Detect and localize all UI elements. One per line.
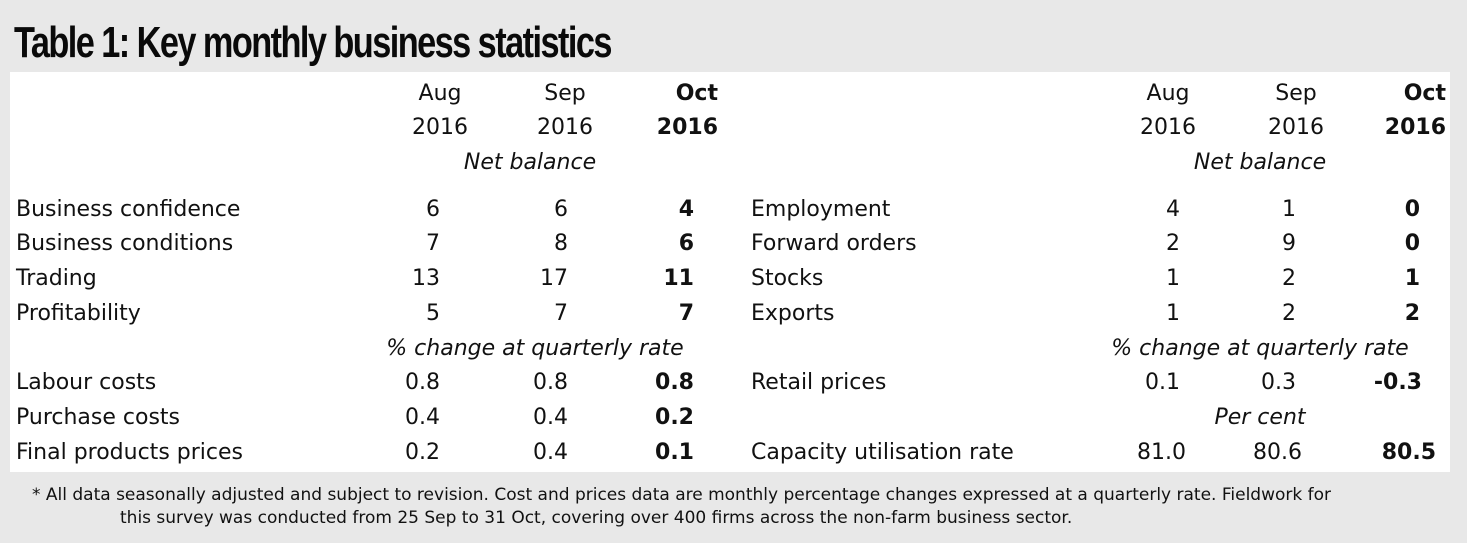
left-header-year-sep: 2016: [537, 115, 593, 140]
row-value-oct: 80.5: [1381, 440, 1436, 465]
row-label: Stocks: [751, 266, 824, 291]
row-value-aug: 7: [426, 231, 440, 256]
row-label: Retail prices: [751, 370, 887, 395]
table-title: Table 1: Key monthly business statistics: [14, 18, 612, 67]
row-value-sep: 8: [554, 231, 568, 256]
row-label: Trading: [16, 266, 97, 291]
right-header-year-sep: 2016: [1268, 115, 1324, 140]
left-header-month-oct: Oct: [675, 81, 718, 106]
statistics-table: Aug 2016 Sep 2016 Oct 2016 Net balance B…: [10, 72, 1450, 472]
row-value-sep: 0.4: [533, 405, 568, 430]
row-value-oct: 2: [1404, 301, 1420, 326]
row-value-aug: 0.4: [405, 405, 440, 430]
row-value-sep: 2: [1282, 266, 1296, 291]
footnote: * All data seasonally adjusted and subje…: [32, 484, 1442, 530]
left-section-quarterly-rate: % change at quarterly rate: [386, 336, 684, 361]
right-header-month-sep: Sep: [1275, 81, 1317, 106]
left-header-month-aug: Aug: [418, 81, 462, 106]
row-value-aug: 0.1: [1145, 370, 1180, 395]
row-value-sep: 7: [554, 301, 568, 326]
left-header-month-sep: Sep: [544, 81, 586, 106]
left-section-net-balance: Net balance: [463, 150, 597, 175]
row-value-sep: 0.3: [1261, 370, 1296, 395]
right-header-month-aug: Aug: [1146, 81, 1190, 106]
row-value-sep: 0.4: [533, 440, 568, 465]
row-value-oct: 4: [678, 197, 694, 222]
row-value-oct: 0: [1404, 197, 1420, 222]
row-value-aug: 5: [426, 301, 440, 326]
row-value-aug: 2: [1166, 231, 1180, 256]
right-section-net-balance: Net balance: [1193, 150, 1327, 175]
row-value-aug: 13: [412, 266, 440, 291]
row-value-oct: 7: [678, 301, 694, 326]
row-value-oct: 1: [1404, 266, 1420, 291]
row-value-oct: -0.3: [1373, 370, 1422, 395]
row-value-oct: 0.8: [655, 370, 694, 395]
footnote-line-1: * All data seasonally adjusted and subje…: [32, 485, 1331, 505]
left-header-year-aug: 2016: [412, 115, 468, 140]
right-header-month-oct: Oct: [1403, 81, 1446, 106]
row-label: Business confidence: [16, 197, 241, 222]
row-label: Purchase costs: [16, 405, 181, 430]
row-value-oct: 6: [678, 231, 694, 256]
row-label: Forward orders: [751, 231, 917, 256]
right-section-quarterly-rate: % change at quarterly rate: [1111, 336, 1409, 361]
right-section-per-cent: Per cent: [1214, 405, 1306, 430]
row-value-sep: 17: [540, 266, 568, 291]
row-value-oct: 0.2: [655, 405, 694, 430]
row-label: Exports: [751, 301, 835, 326]
row-value-oct: 11: [663, 266, 694, 291]
row-value-sep: 6: [554, 197, 568, 222]
row-value-sep: 2: [1282, 301, 1296, 326]
row-label: Labour costs: [16, 370, 157, 395]
right-header-year-aug: 2016: [1140, 115, 1196, 140]
row-value-aug: 1: [1166, 301, 1180, 326]
row-value-aug: 6: [426, 197, 440, 222]
row-label: Business conditions: [16, 231, 234, 256]
footnote-line-2: this survey was conducted from 25 Sep to…: [120, 508, 1073, 528]
row-value-aug: 0.2: [405, 440, 440, 465]
left-header-year-oct: 2016: [656, 115, 718, 140]
row-value-oct: 0.1: [655, 440, 694, 465]
right-header-year-oct: 2016: [1384, 115, 1446, 140]
row-value-sep: 1: [1282, 197, 1296, 222]
row-label: Capacity utilisation rate: [751, 440, 1014, 465]
row-value-aug: 81.0: [1137, 440, 1186, 465]
row-label: Employment: [751, 197, 891, 222]
row-label: Profitability: [16, 301, 141, 326]
row-value-sep: 80.6: [1253, 440, 1302, 465]
row-value-aug: 4: [1166, 197, 1180, 222]
row-value-sep: 0.8: [533, 370, 568, 395]
row-value-sep: 9: [1282, 231, 1296, 256]
row-value-oct: 0: [1404, 231, 1420, 256]
row-value-aug: 1: [1166, 266, 1180, 291]
row-value-aug: 0.8: [405, 370, 440, 395]
row-label: Final products prices: [16, 440, 243, 465]
